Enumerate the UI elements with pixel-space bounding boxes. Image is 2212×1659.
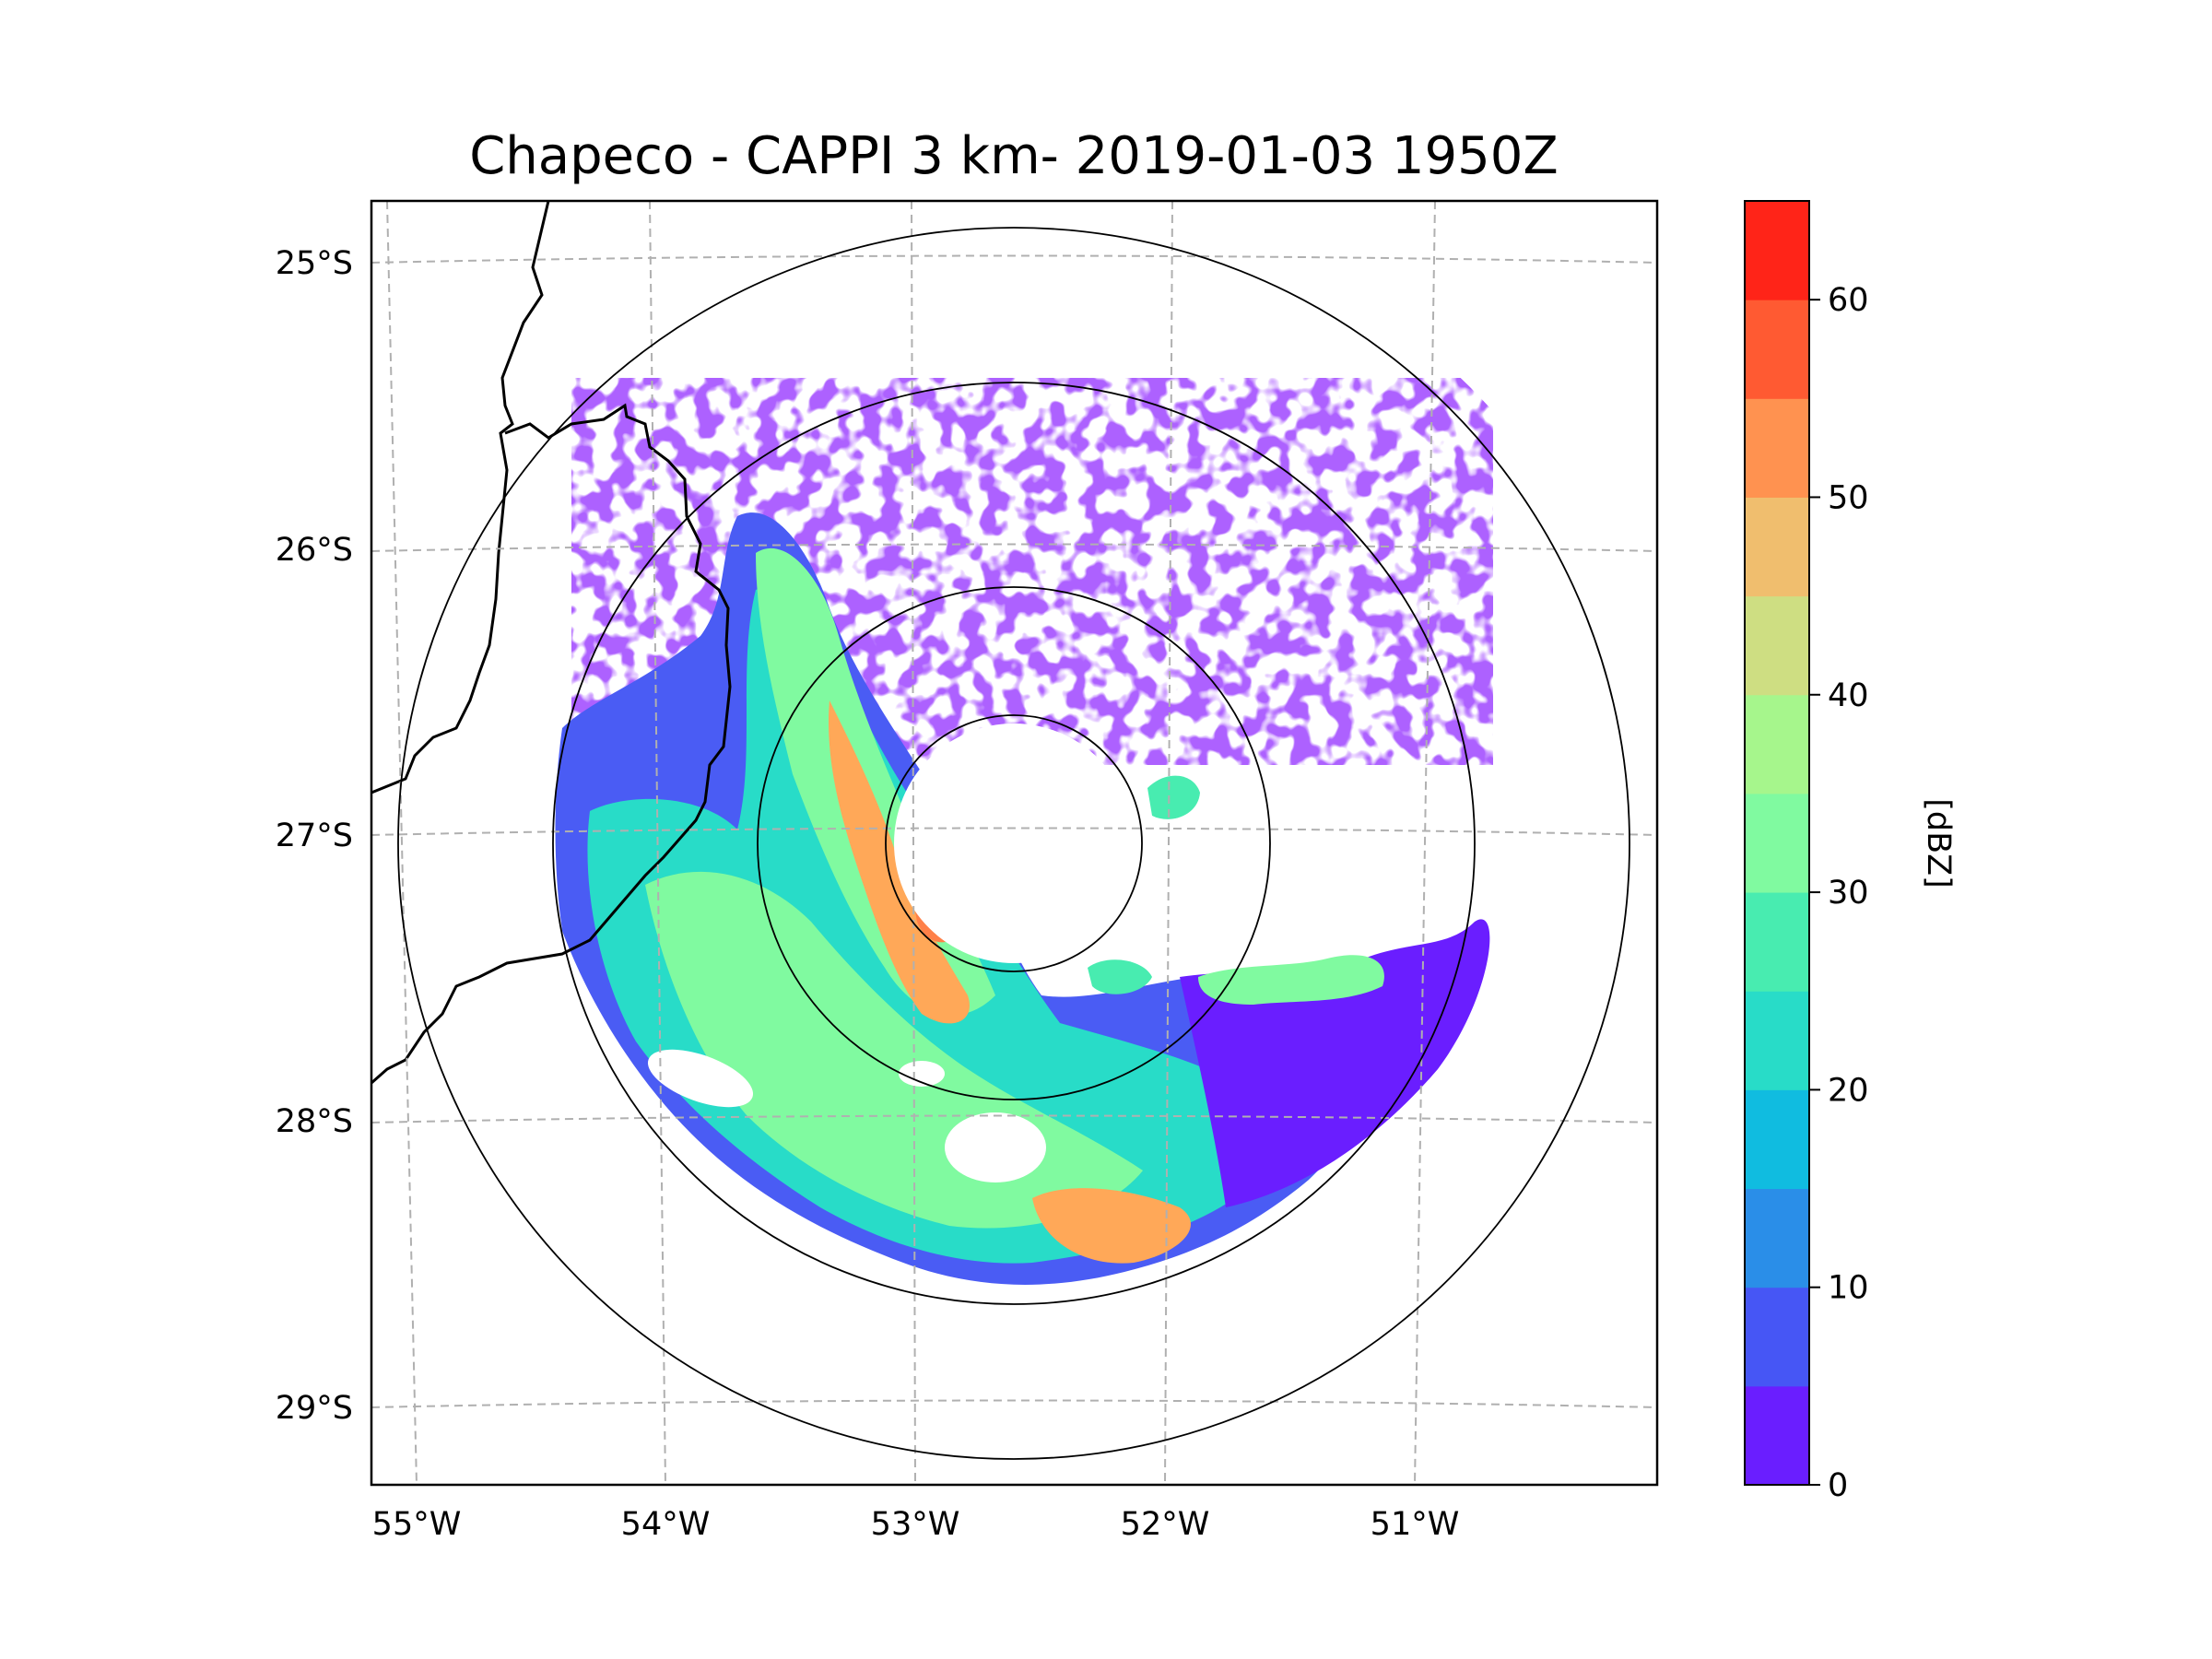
map-axes [370, 199, 1659, 1487]
lat-tick-label: 29°S [276, 1390, 353, 1427]
colorbar-segment [1745, 497, 1809, 597]
lat-tick-label: 25°S [276, 245, 353, 282]
colorbar-segment [1745, 1385, 1809, 1486]
lon-tick-label: 54°W [621, 1506, 711, 1543]
colorbar-segments [1745, 201, 1809, 1486]
parallel-29s [371, 1399, 1657, 1408]
colorbar-tick-label: 10 [1828, 1270, 1869, 1307]
colorbar-ticks: 0 10 20 30 40 50 60 [1809, 282, 1869, 1504]
lat-tick-label: 28°S [276, 1103, 353, 1140]
colorbar-segment [1745, 1188, 1809, 1288]
range-ring-3 [552, 382, 1476, 1305]
meridian-52w [1164, 201, 1173, 1485]
colorbar: 0 10 20 30 40 50 60 [dBZ] [1744, 200, 1957, 1504]
range-rings [397, 227, 1630, 1460]
range-ring-2 [757, 586, 1271, 1100]
colorbar-label: [dBZ] [1920, 798, 1957, 888]
colorbar-segment [1745, 1089, 1809, 1190]
clear-pocket [899, 1061, 945, 1087]
graticule [371, 201, 1657, 1485]
colorbar-segment [1745, 991, 1809, 1090]
reflectivity-field [555, 378, 1493, 1285]
clear-pocket [945, 1112, 1046, 1182]
parallel-25s [371, 254, 1657, 264]
meridian-53w [911, 201, 916, 1485]
colorbar-segment [1745, 892, 1809, 992]
parallel-28s [371, 1114, 1657, 1124]
colorbar-segment [1745, 300, 1809, 399]
borders [371, 201, 732, 1085]
lon-tick-label: 52°W [1121, 1506, 1210, 1543]
echo-south-cell [1032, 1188, 1191, 1264]
colorbar-tick-label: 30 [1828, 875, 1869, 912]
chart-title: Chapeco - CAPPI 3 km- 2019-01-03 1950Z [469, 126, 1559, 186]
meridian-55w [386, 201, 418, 1485]
colorbar-segment [1745, 398, 1809, 498]
lat-tick-label: 26°S [276, 532, 353, 569]
colorbar-segment [1745, 793, 1809, 893]
lon-tick-label: 53°W [871, 1506, 960, 1543]
radar-center-void [894, 724, 1134, 963]
parallel-27s [371, 827, 1657, 836]
colorbar-segment [1745, 595, 1809, 696]
state-border [371, 403, 732, 1085]
echo-southeast-cell [1198, 955, 1384, 1005]
parallel-26s [371, 543, 1657, 552]
colorbar-segment [1745, 694, 1809, 794]
colorbar-tick-label: 60 [1828, 282, 1869, 319]
colorbar-frame [1744, 200, 1810, 1486]
echo-band-heavy [829, 700, 970, 1024]
map-frame [370, 199, 1659, 1487]
longitude-labels: 55°W 54°W 53°W 52°W 51°W [372, 1506, 1460, 1543]
echo-southeast-small [1088, 959, 1152, 994]
latitude-labels: 25°S 26°S 27°S 28°S 29°S [276, 245, 353, 1427]
lon-tick-label: 51°W [1371, 1506, 1460, 1543]
lon-tick-label: 55°W [372, 1506, 462, 1543]
echo-east-cell [1147, 775, 1200, 819]
range-ring-4 [397, 227, 1630, 1460]
colorbar-segment [1745, 1287, 1809, 1387]
lat-tick-label: 27°S [276, 818, 353, 854]
colorbar-tick-label: 0 [1828, 1467, 1848, 1504]
colorbar-segment [1745, 201, 1809, 300]
meridian-54w [649, 201, 666, 1485]
meridian-51w [1414, 201, 1436, 1485]
colorbar-tick-label: 50 [1828, 479, 1869, 516]
range-ring-1 [885, 714, 1143, 972]
clear-pocket [647, 1049, 754, 1108]
colorbar-tick-label: 40 [1828, 677, 1869, 714]
colorbar-tick-label: 20 [1828, 1072, 1869, 1109]
country-border [371, 201, 550, 794]
